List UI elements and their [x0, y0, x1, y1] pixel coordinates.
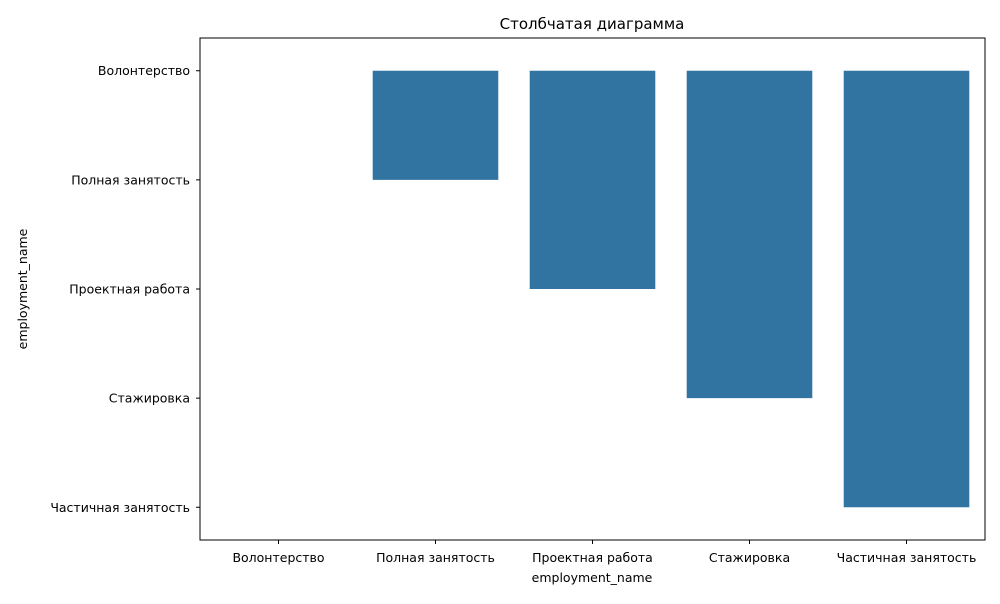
y-tick-label-0: Волонтерство — [98, 63, 190, 78]
y-axis: Волонтерство Полная занятость Проектная ра… — [50, 63, 200, 515]
chart-title: Столбчатая диаграмма — [500, 15, 685, 33]
x-axis-label: employment_name — [532, 570, 653, 585]
x-tick-label-4: Частичная занятость — [837, 550, 977, 565]
y-tick-label-2: Проектная работа — [69, 282, 190, 297]
bar-2 — [529, 70, 656, 290]
x-tick-label-0: Волонтерство — [232, 550, 324, 565]
bar-4 — [843, 70, 970, 508]
x-tick-label-2: Проектная работа — [532, 550, 653, 565]
x-tick-label-1: Полная занятость — [376, 550, 495, 565]
bar-3 — [686, 70, 813, 399]
y-tick-label-1: Полная занятость — [71, 172, 190, 187]
bar-1 — [372, 70, 499, 180]
bars-group — [372, 70, 970, 508]
x-tick-label-3: Стажировка — [709, 550, 790, 565]
y-tick-label-3: Стажировка — [109, 391, 190, 406]
x-axis: Волонтерство Полная занятость Проектная ра… — [232, 540, 976, 565]
y-tick-label-4: Частичная занятость — [50, 500, 190, 515]
y-axis-label: employment_name — [15, 228, 30, 349]
